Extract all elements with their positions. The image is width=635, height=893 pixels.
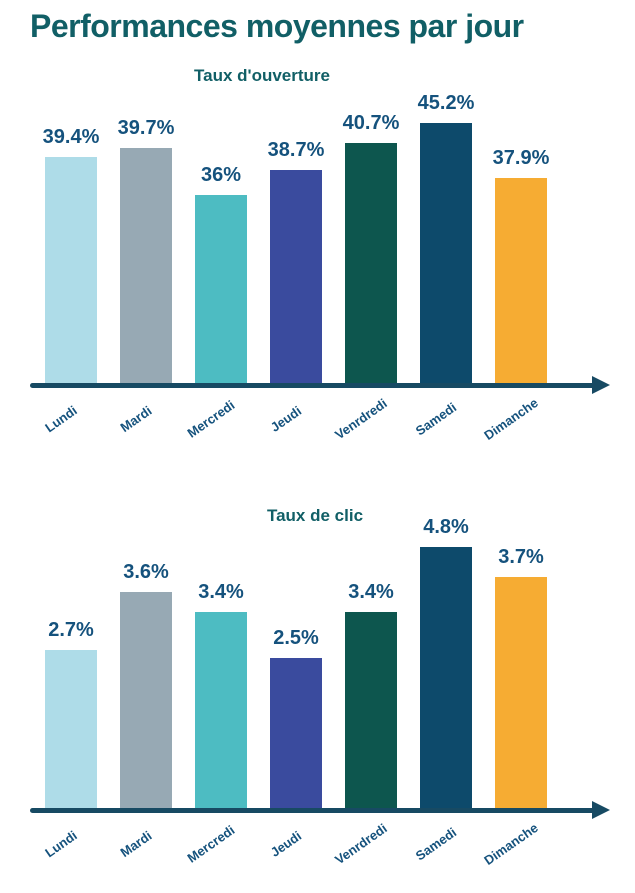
value-label-lundi: 2.7% <box>48 619 94 641</box>
x-axis-label-venrdredi: Venrdredi <box>332 395 390 443</box>
bar-samedi <box>420 123 472 383</box>
x-axis-label-dimanche: Dimanche <box>481 820 541 868</box>
value-label-venrdredi: 3.4% <box>348 581 394 603</box>
bar-mercredi <box>195 612 247 808</box>
value-label-mardi: 3.6% <box>123 561 169 583</box>
infographic-page: { "page": { "title": "Performances moyen… <box>0 8 635 869</box>
bar-mardi <box>120 148 172 383</box>
x-axis-label-mardi: Mardi <box>117 827 155 861</box>
bar-dimanche <box>495 178 547 383</box>
bar-chart-open-rate: Taux d'ouverture 39.4% 39.7% 36% 38.7% 40.7%… <box>0 60 635 460</box>
bar-samedi <box>420 547 472 808</box>
x-axis-label-samedi: Samedi <box>412 399 460 439</box>
bar-mercredi <box>195 195 247 383</box>
x-axis-label-venrdredi: Venrdredi <box>332 820 390 868</box>
bar-chart-click-rate: Taux de clic 2.7% 3.6% 3.4% 2.5% 3.4% 4.8% 3.7… <box>0 500 635 869</box>
x-axis-label-samedi: Samedi <box>412 824 460 864</box>
value-label-mercredi: 3.4% <box>198 581 244 603</box>
x-axis-label-lundi: Lundi <box>42 827 80 861</box>
bar-venrdredi <box>345 612 397 808</box>
plot-area-open-rate: 39.4% 39.7% 36% 38.7% 40.7% 45.2% 37.9% <box>0 60 635 383</box>
x-axis-label-dimanche: Dimanche <box>481 395 541 443</box>
chart-title-open-rate: Taux d'ouverture <box>194 66 330 85</box>
x-axis-arrow-icon <box>592 801 610 819</box>
bar-lundi <box>45 650 97 808</box>
value-label-mercredi: 36% <box>200 164 242 186</box>
bar-dimanche <box>495 577 547 808</box>
bar-mardi <box>120 592 172 808</box>
plot-area-click-rate: 2.7% 3.6% 3.4% 2.5% 3.4% 4.8% 3.7% <box>0 500 635 808</box>
x-axis-labels-click-rate: Lundi Mardi Mercredi Jeudi Venrdredi Samedi Di… <box>0 818 635 893</box>
value-label-samedi: 45.2% <box>417 92 475 114</box>
x-axis-line <box>30 383 596 388</box>
x-axis-label-mardi: Mardi <box>117 402 155 436</box>
value-label-mardi: 39.7% <box>117 117 175 139</box>
x-axis-label-jeudi: Jeudi <box>267 403 305 435</box>
value-label-venrdredi: 40.7% <box>342 112 400 134</box>
value-label-dimanche: 3.7% <box>498 546 544 568</box>
chart-title-click-rate: Taux de clic <box>266 506 364 525</box>
x-axis-label-lundi: Lundi <box>42 402 80 436</box>
bar-jeudi <box>270 658 322 808</box>
value-label-samedi: 4.8% <box>423 516 469 538</box>
x-axis-label-mercredi: Mercredi <box>184 822 238 866</box>
value-label-jeudi: 38.7% <box>267 139 325 161</box>
x-axis-arrow-icon <box>592 376 610 394</box>
x-axis-label-mercredi: Mercredi <box>184 397 238 441</box>
value-label-lundi: 39.4% <box>42 126 100 148</box>
x-axis-line <box>30 808 596 813</box>
value-label-jeudi: 2.5% <box>273 627 319 649</box>
x-axis-labels-open-rate: Lundi Mardi Mercredi Jeudi Venrdredi Samedi Di… <box>0 393 635 468</box>
bar-jeudi <box>270 170 322 383</box>
bar-lundi <box>45 157 97 383</box>
bar-venrdredi <box>345 143 397 383</box>
page-title: Performances moyennes par jour <box>30 8 524 44</box>
value-label-dimanche: 37.9% <box>492 147 550 169</box>
x-axis-label-jeudi: Jeudi <box>267 828 305 860</box>
